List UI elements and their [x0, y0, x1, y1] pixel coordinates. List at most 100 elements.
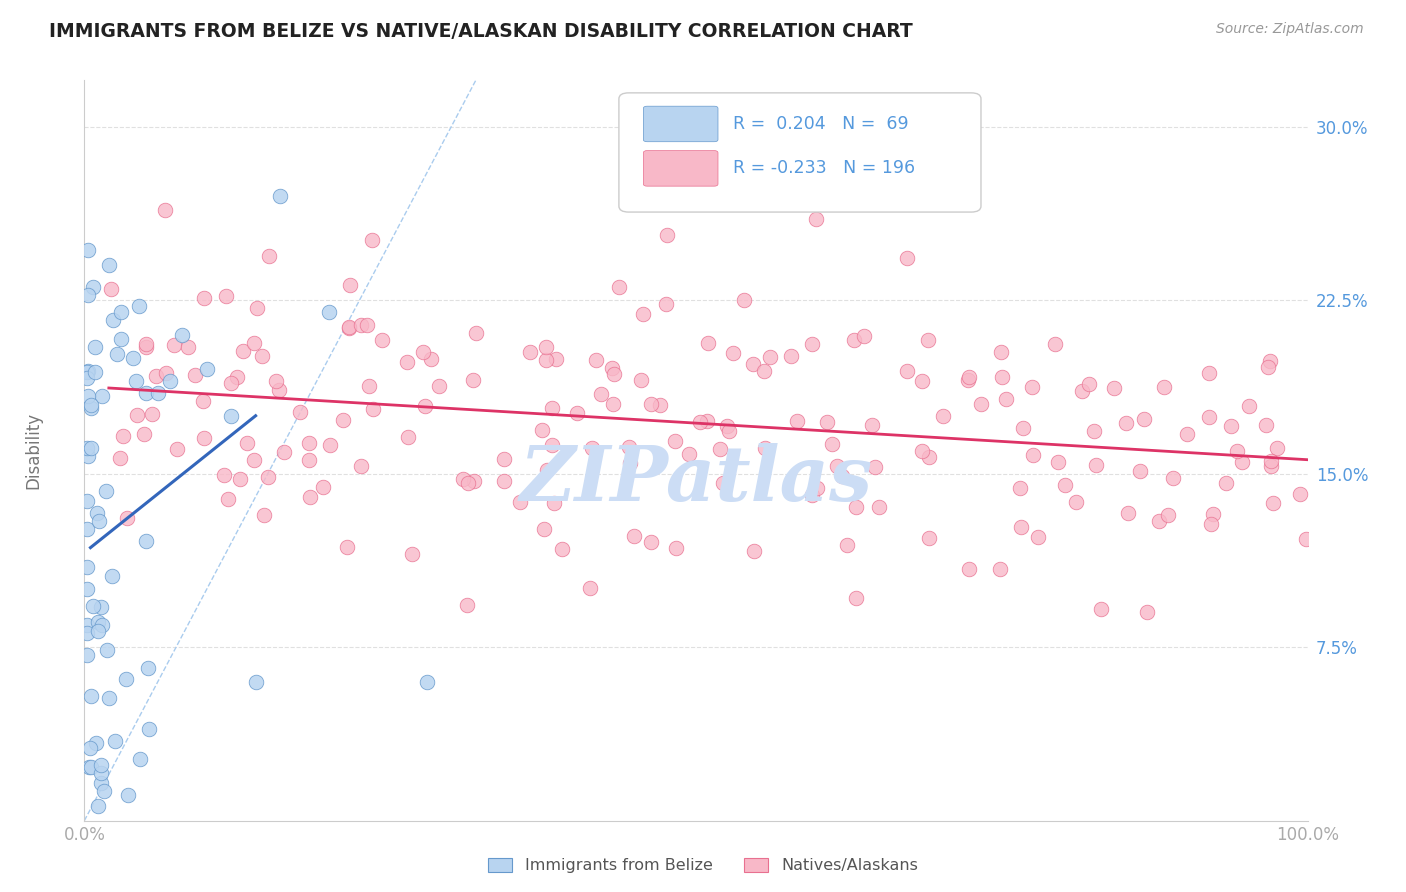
Point: [80, 760, 103, 774]
Point: [337, 321, 360, 335]
Point: [299, 490, 322, 504]
Point: [633, 307, 655, 321]
Point: [83, 340, 105, 354]
Point: [1265, 442, 1288, 456]
Point: [630, 373, 652, 387]
Point: [90, 599, 112, 614]
Point: [80, 442, 103, 456]
Point: [619, 456, 641, 470]
Point: [90, 758, 112, 772]
Point: [1104, 381, 1126, 395]
Point: [177, 340, 200, 354]
Point: [1198, 366, 1220, 380]
Point: [257, 249, 280, 263]
Point: [845, 500, 868, 514]
Point: [988, 562, 1011, 576]
Point: [273, 445, 295, 459]
Point: [463, 474, 485, 488]
Point: [79, 740, 101, 755]
Point: [243, 335, 266, 350]
Point: [780, 349, 803, 363]
Point: [112, 429, 135, 443]
Point: [801, 336, 824, 351]
Point: [361, 402, 384, 417]
Y-axis label: Disability: Disability: [25, 412, 42, 489]
Point: [1220, 418, 1243, 433]
Point: [581, 441, 603, 455]
Point: [146, 385, 169, 400]
FancyBboxPatch shape: [644, 106, 718, 142]
Point: [163, 338, 186, 352]
Point: [800, 488, 823, 502]
Point: [1133, 412, 1156, 426]
Point: [956, 373, 979, 387]
Point: [135, 337, 157, 351]
Point: [536, 463, 558, 477]
Point: [90, 389, 112, 403]
Point: [104, 734, 127, 748]
Point: [427, 378, 450, 392]
Point: [1230, 455, 1253, 469]
Point: [76, 648, 98, 663]
Point: [1258, 353, 1281, 368]
Point: [1066, 494, 1088, 508]
Point: [648, 398, 671, 412]
Point: [110, 332, 132, 346]
Point: [312, 480, 335, 494]
Point: [541, 401, 564, 416]
Point: [82, 279, 104, 293]
Point: [917, 333, 939, 347]
Point: [911, 374, 934, 388]
Point: [128, 752, 150, 766]
Point: [696, 415, 718, 429]
Point: [494, 475, 516, 489]
Point: [640, 396, 662, 410]
Point: [1226, 443, 1249, 458]
Point: [76, 388, 98, 402]
Point: [77, 364, 100, 378]
Point: [253, 508, 276, 523]
Point: [219, 376, 242, 391]
Point: [531, 423, 554, 437]
Point: [1053, 477, 1076, 491]
Point: [536, 340, 558, 354]
Point: [319, 438, 342, 452]
Point: [457, 475, 479, 490]
Point: [868, 500, 890, 514]
Point: [135, 340, 157, 354]
Point: [742, 543, 765, 558]
Point: [1237, 399, 1260, 413]
Point: [1198, 409, 1220, 424]
Point: [236, 435, 259, 450]
Point: [1010, 520, 1032, 534]
Point: [396, 430, 419, 444]
Point: [1256, 417, 1278, 432]
Point: [232, 343, 254, 358]
Point: [932, 409, 955, 423]
Point: [1129, 463, 1152, 477]
Point: [110, 304, 132, 318]
Point: [804, 212, 827, 227]
Point: [1153, 380, 1175, 394]
Point: [267, 383, 290, 397]
Point: [339, 277, 361, 292]
Point: [456, 598, 478, 612]
Point: [1077, 377, 1099, 392]
Point: [250, 349, 273, 363]
Point: [127, 408, 149, 422]
Point: [93, 784, 115, 798]
Point: [1010, 481, 1032, 495]
Point: [138, 661, 160, 675]
Point: [896, 251, 918, 265]
Point: [860, 418, 883, 433]
Point: [752, 364, 775, 378]
Point: [845, 591, 868, 606]
Point: [128, 299, 150, 313]
Point: [733, 293, 755, 307]
Point: [607, 279, 630, 293]
Text: IMMIGRANTS FROM BELIZE VS NATIVE/ALASKAN DISABILITY CORRELATION CHART: IMMIGRANTS FROM BELIZE VS NATIVE/ALASKAN…: [49, 22, 912, 41]
Point: [172, 327, 194, 342]
Point: [245, 674, 267, 689]
Point: [145, 369, 167, 384]
Point: [77, 760, 100, 774]
